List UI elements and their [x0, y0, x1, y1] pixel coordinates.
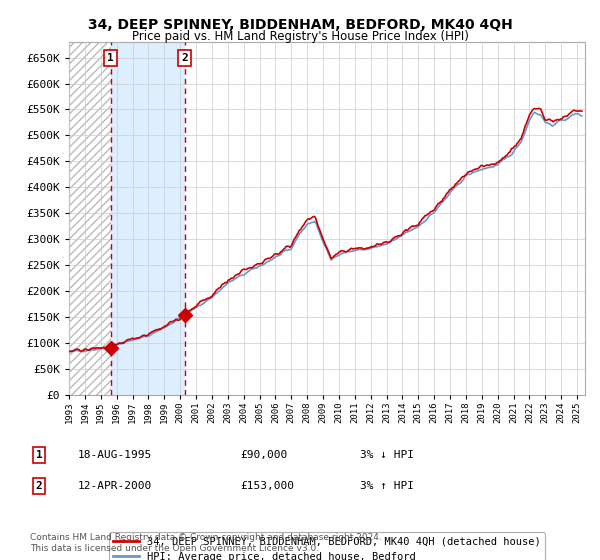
Bar — [110, 42, 185, 395]
Text: Price paid vs. HM Land Registry's House Price Index (HPI): Price paid vs. HM Land Registry's House … — [131, 30, 469, 43]
Text: 2: 2 — [35, 481, 43, 491]
Text: £90,000: £90,000 — [240, 450, 287, 460]
Text: 1: 1 — [35, 450, 43, 460]
Text: 34, DEEP SPINNEY, BIDDENHAM, BEDFORD, MK40 4QH: 34, DEEP SPINNEY, BIDDENHAM, BEDFORD, MK… — [88, 18, 512, 32]
Text: £153,000: £153,000 — [240, 481, 294, 491]
Text: 1: 1 — [107, 53, 114, 63]
Text: Contains HM Land Registry data © Crown copyright and database right 2024.
This d: Contains HM Land Registry data © Crown c… — [30, 533, 382, 553]
Text: 3% ↑ HPI: 3% ↑ HPI — [360, 481, 414, 491]
Text: 3% ↓ HPI: 3% ↓ HPI — [360, 450, 414, 460]
Text: 18-AUG-1995: 18-AUG-1995 — [78, 450, 152, 460]
Bar — [69, 42, 110, 395]
Legend: 34, DEEP SPINNEY, BIDDENHAM, BEDFORD, MK40 4QH (detached house), HPI: Average pr: 34, DEEP SPINNEY, BIDDENHAM, BEDFORD, MK… — [109, 533, 545, 560]
Text: 2: 2 — [181, 53, 188, 63]
Text: 12-APR-2000: 12-APR-2000 — [78, 481, 152, 491]
